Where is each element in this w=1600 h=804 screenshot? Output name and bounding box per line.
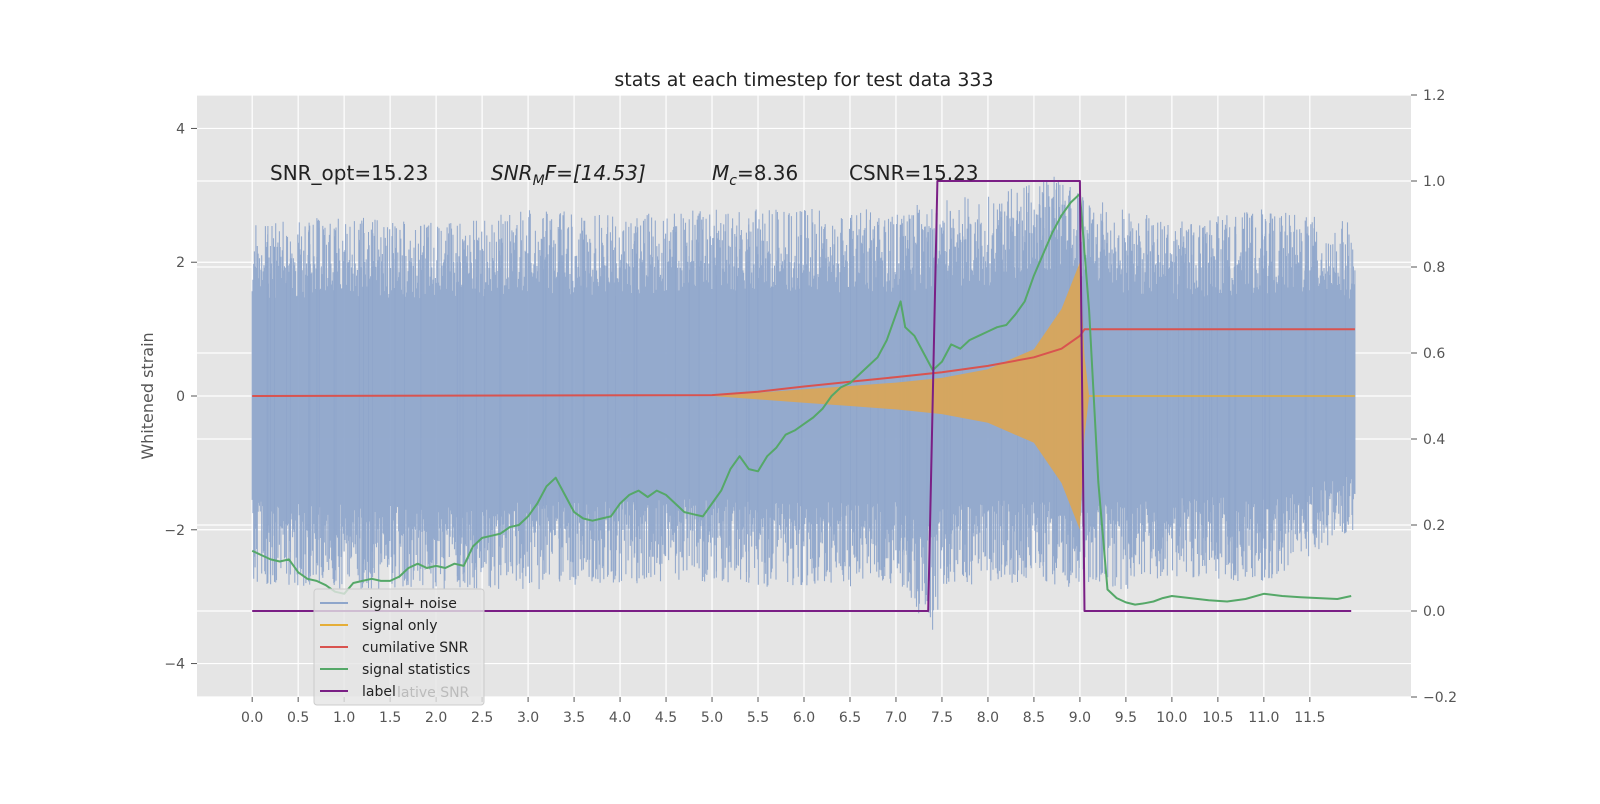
legend-overlap-text: lative SNR [397, 685, 470, 701]
y-left-tick-label: 4 [176, 121, 185, 137]
y-right-tick-label: 1.2 [1423, 88, 1445, 104]
x-tick-label: 10.0 [1156, 710, 1187, 726]
cumulative-snr-line [252, 328, 1355, 397]
legend-label: signal only [362, 618, 437, 634]
x-tick-label: 11.5 [1294, 710, 1325, 726]
legend-label: cumilative SNR [362, 640, 469, 656]
x-tick-label: 1.0 [333, 710, 355, 726]
y-left-tick-label: 2 [176, 255, 185, 271]
x-tick-label: 6.5 [839, 710, 861, 726]
label-line [252, 180, 1352, 612]
y-right-tick-label: 0.4 [1423, 432, 1445, 448]
y-axis-label: Whitened strain [138, 332, 157, 459]
x-tick-label: 0.0 [241, 710, 263, 726]
x-tick-label: 9.5 [1115, 710, 1137, 726]
legend-label: signal statistics [362, 662, 470, 678]
y-right-tick-label: −0.2 [1423, 690, 1457, 706]
annotation-csnr: CSNR=15.23 [849, 161, 979, 185]
x-tick-label: 8.0 [977, 710, 999, 726]
y-axis-right-ticks: 1.2 1.0 0.8 0.6 0.4 0.2 0.0 −0.2 [1411, 88, 1457, 706]
x-tick-label: 4.0 [609, 710, 631, 726]
x-tick-label: 11.0 [1248, 710, 1279, 726]
y-right-tick-label: 0.2 [1423, 518, 1445, 534]
annotation-snr-mf-sub: M [533, 173, 545, 189]
legend-label: signal+ noise [362, 596, 457, 612]
annotation-snr-opt: SNR_opt=15.23 [270, 161, 428, 185]
y-right-tick-label: 0.6 [1423, 346, 1445, 362]
signal-statistics-line [251, 192, 1352, 606]
annotation-mc: Mc=8.36 [712, 161, 798, 189]
annotation-mc-rest: =8.36 [737, 161, 798, 185]
legend-box [313, 588, 485, 706]
y-right-tick-label: 1.0 [1423, 174, 1445, 190]
annotation-row: SNR_opt=15.23 SNRMF=[14.53] Mc=8.36 CSNR… [270, 161, 979, 189]
x-tick-label: 3.0 [517, 710, 539, 726]
legend-items: signal+ noise signal only cumilative SNR si… [320, 596, 470, 700]
x-tick-label: 4.5 [655, 710, 677, 726]
annotation-snr-mf: SNRMF=[14.53] [491, 161, 646, 189]
legend: lative SNR signal+ noise signal only cumil… [313, 588, 485, 706]
y-axis-left-ticks: 4 2 0 −2 −4 [164, 121, 197, 673]
signal-only-series [712, 262, 1355, 530]
x-tick-label: 2.0 [425, 710, 447, 726]
line-series [251, 180, 1355, 612]
y-left-tick-label: −4 [164, 657, 185, 673]
x-tick-label: 8.5 [1023, 710, 1045, 726]
x-axis-ticks: 0.0 0.5 1.0 1.5 2.0 2.5 3.0 3.5 4.0 4.5 5.0 5.5 6.0 6… [241, 697, 1325, 726]
annotation-mc-main: M [712, 161, 729, 185]
chart-title: stats at each timestep for test data 333 [614, 69, 993, 91]
x-tick-label: 3.5 [563, 710, 585, 726]
annotation-snr-mf-main: SNR [491, 161, 533, 185]
x-tick-label: 6.0 [793, 710, 815, 726]
x-tick-label: 2.5 [471, 710, 493, 726]
x-tick-label: 5.5 [747, 710, 769, 726]
x-tick-label: 1.5 [379, 710, 401, 726]
annotation-mc-sub: c [729, 173, 737, 189]
x-tick-label: 0.5 [287, 710, 309, 726]
x-tick-label: 10.5 [1202, 710, 1233, 726]
x-tick-label: 5.0 [701, 710, 723, 726]
x-tick-label: 7.5 [931, 710, 953, 726]
annotation-snr-mf-rest: F=[14.53] [545, 161, 646, 185]
y-left-tick-label: −2 [164, 523, 185, 539]
x-tick-label: 7.0 [885, 710, 907, 726]
legend-label: label [362, 684, 396, 700]
signal-only-fill [712, 262, 1355, 530]
y-left-tick-label: 0 [176, 389, 185, 405]
y-right-tick-label: 0.0 [1423, 604, 1445, 620]
y-right-tick-label: 0.8 [1423, 260, 1445, 276]
x-tick-label: 9.0 [1069, 710, 1091, 726]
